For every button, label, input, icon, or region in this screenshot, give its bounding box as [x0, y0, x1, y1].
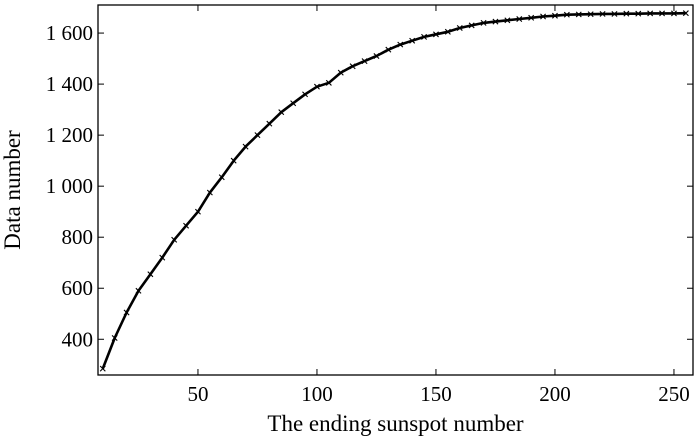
data-point-marker	[432, 31, 439, 38]
data-point-marker	[456, 24, 463, 31]
data-point-marker	[587, 11, 594, 18]
x-axis-title: The ending sunspot number	[267, 411, 523, 436]
data-point-marker	[397, 41, 404, 48]
data-point-marker	[563, 11, 570, 18]
data-point-marker	[278, 109, 285, 116]
data-point-marker	[659, 10, 666, 17]
y-axis-title: Data number	[0, 130, 25, 250]
data-point-marker	[611, 10, 618, 17]
data-point-marker	[409, 37, 416, 44]
y-tick-label: 800	[62, 225, 94, 249]
x-tick-label: 100	[301, 382, 333, 406]
data-point-marker	[302, 91, 309, 98]
data-point-marker	[385, 46, 392, 53]
data-point-marker	[206, 189, 213, 196]
data-point-marker	[551, 12, 558, 19]
axes: 50 100 150 200 250 400 600 800 1 000 1 200 1 400 1 …	[46, 4, 694, 406]
x-tick-label: 50	[187, 382, 208, 406]
data-point-marker	[623, 10, 630, 17]
x-tick-label: 150	[420, 382, 452, 406]
data-point-marker	[230, 157, 237, 164]
data-point-marker	[599, 10, 606, 17]
data-point-marker	[123, 309, 130, 316]
data-point-marker	[575, 11, 582, 18]
y-tick-label: 600	[62, 276, 94, 300]
y-tick-label: 400	[62, 327, 94, 351]
data-point-marker	[183, 222, 190, 229]
x-tick-label: 200	[539, 382, 571, 406]
data-point-marker	[218, 174, 225, 181]
plot-frame	[97, 4, 694, 376]
data-point-marker	[468, 22, 475, 29]
data-point-marker	[492, 18, 499, 25]
data-point-marker	[349, 63, 356, 70]
data-point-marker	[528, 14, 535, 21]
data-point-marker	[242, 143, 249, 150]
data-point-marker	[254, 132, 261, 139]
data-point-marker	[635, 10, 642, 17]
data-point-marker	[361, 58, 368, 65]
y-tick-label: 1 600	[46, 21, 93, 45]
data-point-marker	[194, 208, 201, 215]
x-tick-label: 250	[658, 382, 690, 406]
data-point-marker	[670, 10, 677, 17]
y-tick-label: 1 400	[46, 72, 93, 96]
data-point-marker	[99, 365, 106, 372]
data-point-marker	[516, 16, 523, 23]
data-point-marker	[504, 17, 511, 24]
data-point-marker	[266, 120, 273, 127]
data-point-marker	[159, 254, 166, 261]
data-point-marker	[444, 28, 451, 35]
y-tick-label: 1 200	[46, 123, 93, 147]
data-point-marker	[135, 287, 142, 294]
data-point-marker	[325, 79, 332, 86]
data-point-marker	[682, 10, 689, 17]
data-point-marker	[540, 13, 547, 20]
series-line	[101, 11, 686, 370]
data-point-marker	[373, 53, 380, 60]
data-point-marker	[313, 83, 320, 90]
data-point-marker	[290, 100, 297, 107]
data-point-marker	[171, 236, 178, 243]
data-point-marker	[337, 69, 344, 76]
y-tick-label: 1 000	[46, 174, 93, 198]
data-point-marker	[421, 33, 428, 40]
data-point-marker	[480, 19, 487, 26]
data-point-marker	[147, 271, 154, 278]
plot-area	[99, 10, 689, 372]
data-point-marker	[111, 335, 118, 341]
data-point-marker	[647, 10, 654, 17]
